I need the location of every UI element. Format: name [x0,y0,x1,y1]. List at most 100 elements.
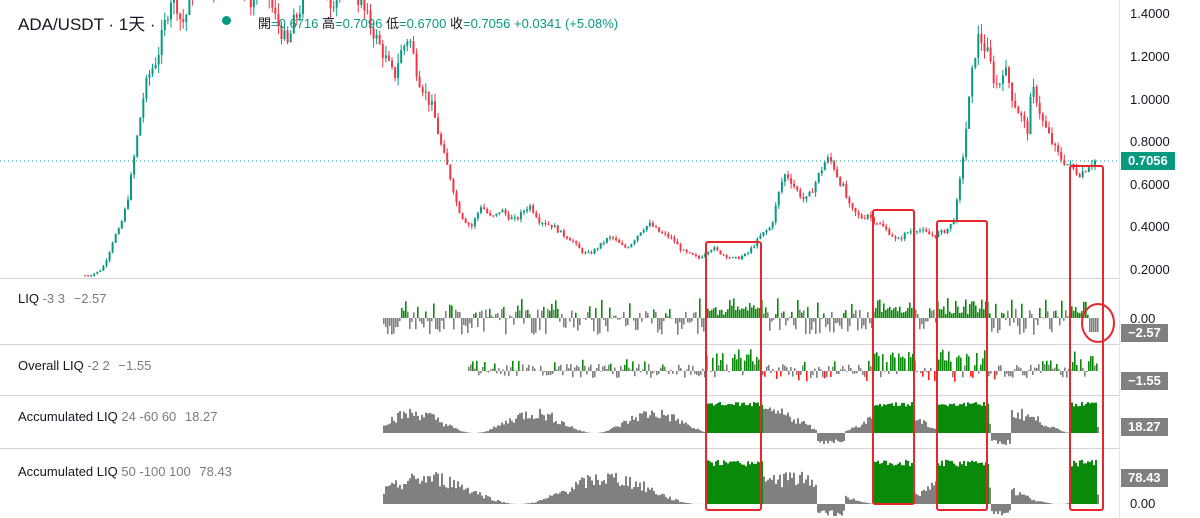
candle-body [958,178,961,200]
accumulated-liq-24-bar [739,405,741,433]
overall-liq-bar [612,371,614,375]
accumulated-liq-24-bar [503,424,505,433]
accumulated-liq-24-bar [757,402,759,433]
pane-divider[interactable] [0,395,1119,396]
accumulated-liq-24-bar [875,405,877,433]
accumulated-liq-24-bar [637,421,639,433]
indicator-legend-liq[interactable]: LIQ -3 3 −2.57 [18,291,107,306]
indicator-legend-accumulated-liq-50[interactable]: Accumulated LIQ 50 -100 100 78.43 [18,464,232,479]
candle-body [550,224,553,228]
accumulated-liq-50-bar [1039,501,1041,504]
indicator-legend-overall-liq[interactable]: Overall LIQ -2 2 −1.55 [18,358,151,373]
accumulated-liq-24-bar [487,431,489,433]
pane-divider[interactable] [0,344,1119,345]
candle-body [1026,120,1029,135]
accumulated-liq-24-bar [467,432,469,433]
liq-bar [645,311,647,318]
liq-bar [583,318,585,319]
ohlc-low-value: =0.6700 [399,16,447,31]
liq-bar [611,318,613,319]
accumulated-liq-50-bar [497,499,499,504]
candle-body [618,239,621,243]
candle-body [968,96,971,129]
overall-liq-bar [492,368,494,371]
candle-body [602,242,605,244]
liq-bar [875,308,877,318]
liq-bar [535,318,537,333]
accumulated-liq-24-bar [991,433,993,441]
candle-body [590,252,593,254]
candle-body [704,254,707,257]
overall-liq-bar [888,371,890,374]
accumulated-liq-24-bar [663,414,665,433]
liq-bar [1019,318,1021,335]
accumulated-liq-50-bar [395,480,397,504]
pane-divider[interactable] [0,448,1119,449]
candle-body [133,156,136,175]
ohlc-close-value: =0.7056 [463,16,511,31]
accumulated-liq-24-bar [409,408,411,433]
liq-bar [1047,311,1049,318]
liq-bar [671,318,673,319]
overall-liq-bar [876,352,878,371]
accumulated-liq-24-bar [403,411,405,433]
price-tick: 1.0000 [1130,92,1170,107]
accumulated-liq-24-bar [1025,416,1027,433]
candle-body [713,247,716,250]
accumulated-liq-24-bar [1045,425,1047,433]
liq-bar [725,311,727,318]
overall-liq-bar [586,371,588,375]
overall-liq-bar [1056,364,1058,371]
liq-bar [417,306,419,318]
price-pane[interactable] [0,0,1120,278]
candle-body [363,0,366,11]
liq-bar [1073,310,1075,318]
liq-bar [745,306,747,318]
indicator-value: 18.27 [184,409,218,424]
pane-divider[interactable] [0,278,1119,279]
accumulated-liq-50-bar [445,487,447,504]
accumulated-liq-50-bar [891,463,893,504]
liq-bar [1083,301,1085,318]
accumulated-liq-50-bar [947,460,949,504]
overall-liq-bar [840,369,842,371]
accumulated-liq-50-bar [719,465,721,504]
accumulated-liq-24-bar [951,404,953,433]
overall-liq-bar [506,365,508,371]
overall-liq-bar [1062,371,1064,378]
overall-liq-bar [970,371,972,377]
liq-bar [533,318,535,335]
overall-liq-bar [1088,361,1090,371]
accumulated-liq-50-bar [879,463,881,504]
accumulated-liq-50-bar [785,472,787,504]
accumulated-liq-24-bar [989,423,991,433]
accumulated-liq-24-bar [625,420,627,433]
indicator-name: Accumulated LIQ [18,409,118,424]
overall-liq-bar [774,371,776,372]
candle-body [1035,86,1038,103]
candle-body [99,270,102,272]
candle-body [814,182,817,193]
indicator-legend-accumulated-liq-24[interactable]: Accumulated LIQ 24 -60 60 18.27 [18,409,217,424]
accumulated-liq-24-bar [535,418,537,433]
candle-body [572,240,575,242]
accumulated-liq-50-bar [829,504,831,511]
candle-body [1029,96,1032,135]
liq-bar [959,313,961,318]
accumulated-liq-24-bar [917,420,919,433]
candle-body [873,217,875,224]
indicator-panes[interactable] [0,278,1120,518]
accumulated-liq-24-bar [901,403,903,433]
symbol-title[interactable]: ADA/USDT · 1天 · [18,15,156,34]
accumulated-liq-24-bar [1029,417,1031,433]
accumulated-liq-50-bar [811,479,813,504]
overall-liq-bar [954,371,956,382]
liq-bar [473,313,475,318]
accumulated-liq-24-bar [547,413,549,433]
candle-body [796,186,799,190]
accumulated-liq-50-bar [751,462,753,504]
accumulated-liq-50-bar [433,474,435,504]
liq-bar [797,300,799,318]
liq-bar [623,311,625,318]
